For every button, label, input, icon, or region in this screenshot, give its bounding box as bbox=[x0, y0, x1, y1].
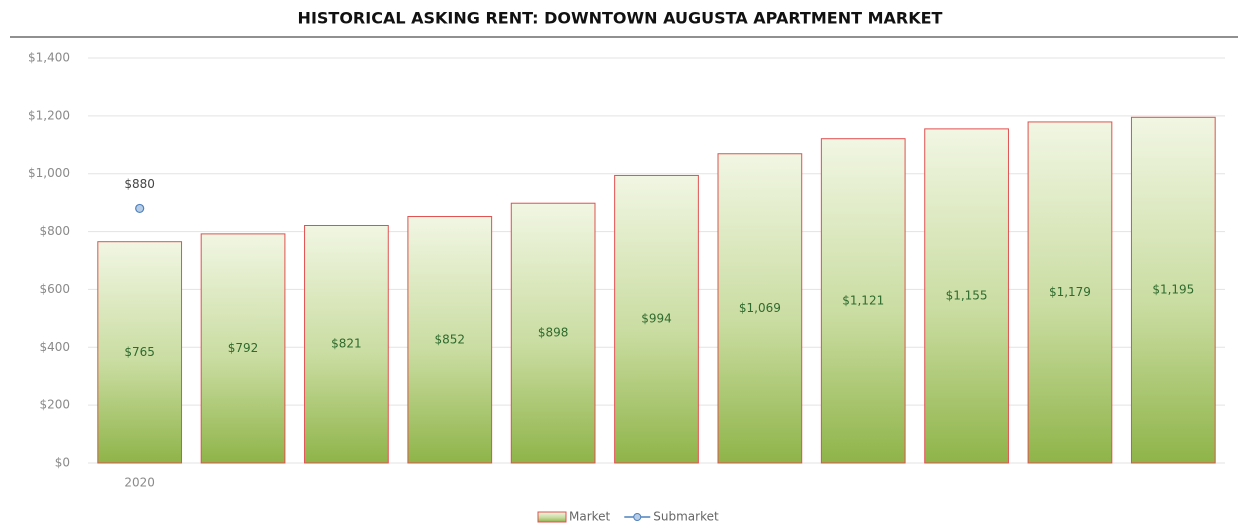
data-label: $880 bbox=[124, 177, 155, 191]
y-tick-label: $200 bbox=[39, 398, 70, 412]
data-label: $821 bbox=[331, 337, 362, 351]
bar bbox=[820, 138, 906, 464]
bar bbox=[614, 174, 699, 464]
data-label: $1,121 bbox=[842, 293, 884, 307]
chart-title: HISTORICAL ASKING RENT: DOWNTOWN AUGUSTA… bbox=[298, 9, 943, 28]
y-tick-label: $1,200 bbox=[28, 108, 70, 122]
y-tick-label: $400 bbox=[39, 340, 70, 354]
data-label: $1,155 bbox=[946, 288, 988, 302]
data-label: $898 bbox=[538, 326, 569, 340]
y-tick-label: $800 bbox=[39, 224, 70, 238]
legend-swatch bbox=[537, 511, 567, 523]
bar bbox=[510, 202, 596, 464]
legend-marker bbox=[633, 513, 642, 521]
y-tick-label: $1,000 bbox=[28, 166, 70, 180]
bar bbox=[304, 224, 389, 464]
data-label: $852 bbox=[434, 332, 465, 346]
bar bbox=[717, 153, 803, 464]
y-tick-label: $600 bbox=[39, 282, 70, 296]
bar bbox=[407, 216, 493, 464]
data-label: $994 bbox=[641, 312, 672, 326]
bar bbox=[200, 233, 286, 464]
bar bbox=[1027, 121, 1113, 464]
y-tick-label: $0 bbox=[55, 456, 70, 470]
bar bbox=[924, 128, 1009, 464]
y-tick-label: $1,400 bbox=[28, 51, 70, 65]
legend-label: Submarket bbox=[653, 510, 719, 524]
data-label: $765 bbox=[124, 345, 155, 359]
point-marker bbox=[135, 203, 145, 214]
bar bbox=[1130, 116, 1216, 464]
bar bbox=[97, 241, 183, 464]
data-label: $1,179 bbox=[1049, 285, 1091, 299]
data-label: $1,069 bbox=[739, 301, 781, 315]
legend-label: Market bbox=[569, 510, 611, 524]
data-label: $792 bbox=[228, 341, 259, 355]
data-label: $1,195 bbox=[1152, 283, 1194, 297]
x-tick-label: 2020 bbox=[124, 476, 155, 490]
